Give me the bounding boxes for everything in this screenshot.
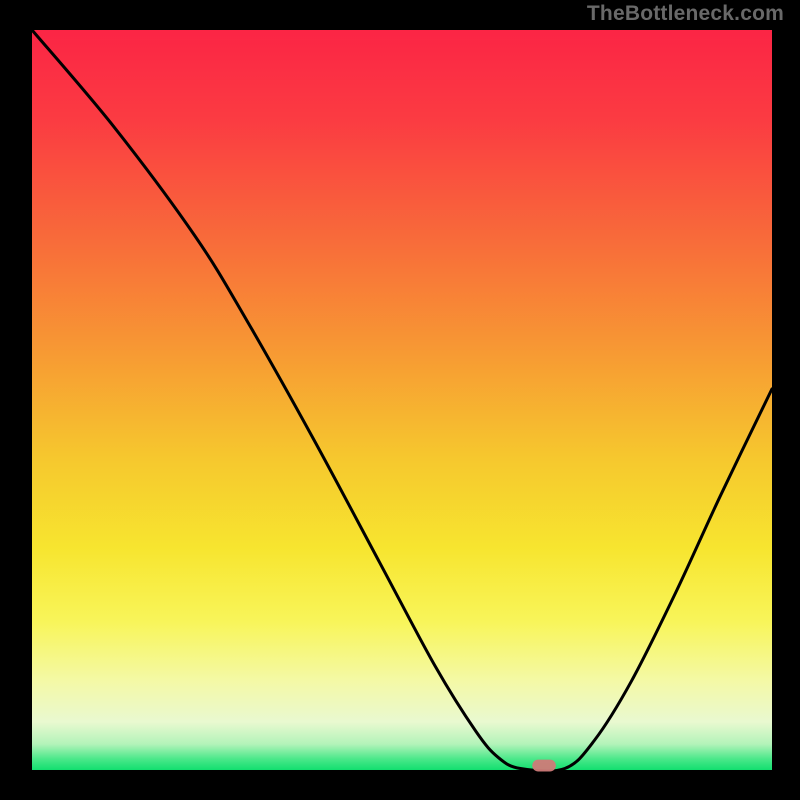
optimum-marker bbox=[532, 760, 556, 772]
bottleneck-chart bbox=[0, 0, 800, 800]
chart-frame: TheBottleneck.com bbox=[0, 0, 800, 800]
watermark-text: TheBottleneck.com bbox=[587, 2, 784, 26]
plot-background bbox=[32, 30, 772, 770]
